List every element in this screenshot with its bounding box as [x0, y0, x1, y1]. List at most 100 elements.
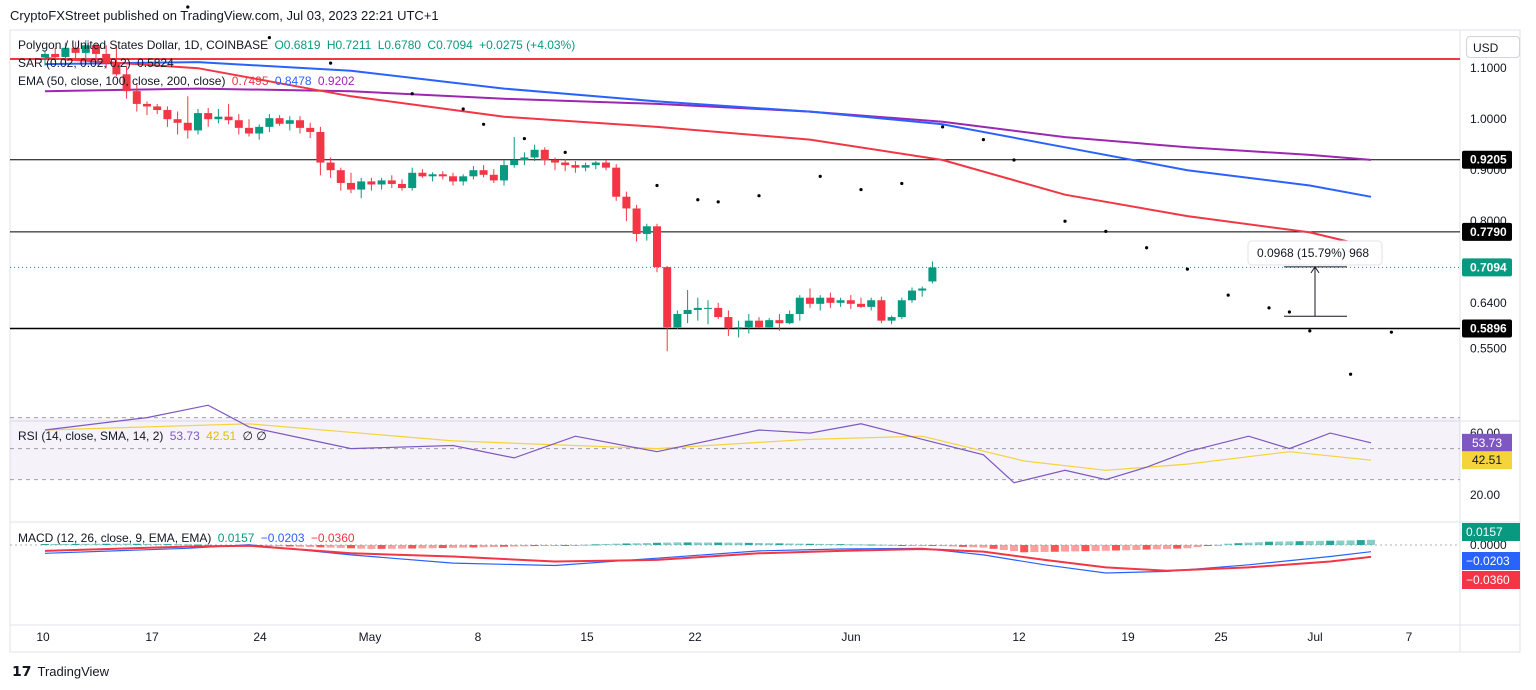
candle-body — [234, 120, 243, 128]
macd-histogram-bar — [1203, 545, 1212, 546]
candle — [867, 297, 876, 311]
sar-value: 0.5824 — [137, 56, 174, 70]
macd-histogram-bar — [1193, 545, 1202, 548]
sar-dot — [859, 187, 863, 192]
macd-histogram-bar — [959, 545, 967, 547]
macd-histogram-bar — [1081, 545, 1090, 552]
candle-body — [653, 226, 661, 268]
candle — [775, 314, 784, 331]
price-axis-tick: 0.6400 — [1470, 296, 1507, 310]
sar-dot — [818, 174, 822, 178]
candle — [571, 161, 580, 173]
candle — [591, 161, 600, 170]
candle — [387, 175, 396, 189]
macd-histogram-bar — [999, 545, 1008, 550]
candle — [285, 116, 294, 131]
currency-button[interactable]: USD — [1466, 36, 1520, 58]
sar-dot — [757, 194, 761, 198]
publisher-attribution: CryptoFXStreet published on TradingView.… — [10, 8, 439, 23]
candle-body — [143, 103, 151, 107]
sar-dot — [522, 136, 527, 141]
macd-histogram-bar — [734, 542, 743, 545]
candle-body — [306, 127, 315, 132]
macd-histogram-bar — [1367, 539, 1375, 545]
candle-body — [540, 149, 549, 160]
sar-dot — [1287, 310, 1291, 314]
macd-histogram-bar — [336, 545, 345, 548]
time-axis-label: 7 — [1406, 630, 1413, 644]
candle — [877, 296, 886, 324]
sar-legend[interactable]: SAR (0.02, 0.02, 0.2) 0.5824 — [18, 56, 177, 70]
candle-body — [489, 174, 498, 181]
ema50-line — [44, 57, 1372, 248]
candle — [755, 317, 763, 329]
macd-histogram-bar — [1010, 545, 1018, 552]
candle-body — [551, 160, 559, 163]
macd-histogram-bar — [540, 545, 549, 546]
macd-histogram-bar — [1326, 540, 1335, 545]
candle — [857, 297, 865, 308]
ema100-line — [44, 61, 1372, 198]
footer-brand[interactable]: 𝟭𝟳 TradingView — [12, 663, 109, 680]
ohlc-low: L0.6780 — [377, 38, 422, 52]
macd-legend[interactable]: MACD (12, 26, close, 9, EMA, EMA) 0.0157… — [18, 531, 358, 545]
price-axis-label: 0.7790 — [1470, 225, 1507, 239]
rsi-value-box — [1462, 433, 1512, 452]
macd-histogram-bar — [744, 542, 753, 545]
macd-histogram-bar — [112, 543, 121, 545]
candle-body — [591, 162, 600, 166]
ema200-line — [44, 87, 1372, 161]
macd-histogram-bar — [846, 544, 855, 546]
sar-dot — [1063, 219, 1067, 223]
candle-body — [734, 327, 743, 329]
candle-body — [765, 320, 774, 328]
price-axis-label: 0.7094 — [1470, 260, 1507, 274]
candle-body — [183, 122, 192, 131]
candle-body — [224, 116, 233, 121]
sar-dot — [329, 61, 333, 65]
macd-histogram-bar — [642, 543, 651, 545]
macd-value-box — [1462, 571, 1520, 589]
candle-body — [173, 119, 182, 123]
time-axis-label: 10 — [36, 630, 50, 644]
macd-histogram-bar — [795, 543, 804, 545]
candle — [265, 114, 274, 132]
macd-histogram-bar — [1214, 544, 1222, 546]
rsi-value-label: 53.73 — [1472, 436, 1502, 450]
sar-dot — [1349, 372, 1353, 376]
sar-dot — [1226, 293, 1230, 297]
candle — [653, 223, 661, 273]
sar-dot — [1185, 267, 1189, 271]
macd-histogram-bar — [387, 545, 396, 549]
macd-histogram-bar — [92, 543, 100, 545]
candle-body — [408, 172, 417, 189]
measure-arrow-icon — [1310, 265, 1320, 274]
candle — [428, 172, 437, 182]
candle — [459, 174, 468, 186]
candle-body — [398, 183, 406, 189]
candle — [897, 297, 906, 320]
time-axis-label: 17 — [145, 630, 159, 644]
rsi-legend[interactable]: RSI (14, close, SMA, 14, 2) 53.73 42.51 … — [18, 429, 270, 443]
candle-body — [724, 317, 733, 329]
rsi-sma-value: 42.51 — [206, 429, 237, 443]
candle-body — [285, 120, 294, 124]
macd-value-label: 0.0157 — [1466, 525, 1503, 539]
price-axis-label-box — [1462, 258, 1512, 277]
sar-dot — [1308, 329, 1312, 333]
candle-body — [775, 320, 784, 324]
time-axis-label: Jul — [1307, 630, 1322, 644]
candle — [918, 286, 927, 297]
candle — [704, 300, 712, 325]
time-axis-label: 8 — [475, 630, 482, 644]
symbol-title: Polygon / United States Dollar, 1D, COIN… — [18, 38, 269, 52]
macd-histogram-bar — [275, 545, 284, 547]
candle-body — [683, 309, 692, 315]
macd-histogram-bar — [785, 543, 794, 545]
ema-legend[interactable]: EMA (50, close, 100, close, 200, close) … — [18, 74, 358, 88]
ema50-value: 0.7495 — [231, 74, 269, 88]
time-axis-label: 24 — [253, 630, 267, 644]
macd-histogram-bar — [1356, 540, 1365, 545]
macd-histogram-bar — [806, 543, 814, 545]
